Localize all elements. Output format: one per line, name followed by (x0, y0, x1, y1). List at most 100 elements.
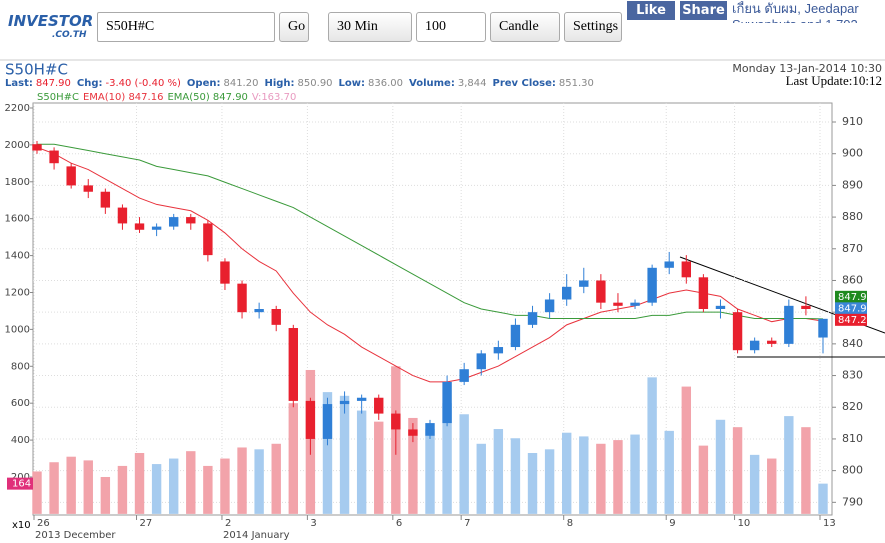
volume-bar (117, 465, 128, 514)
candle-body (561, 286, 572, 300)
candle-body (818, 318, 828, 338)
candle-body (117, 207, 128, 224)
volume-bar (186, 451, 196, 514)
go-button[interactable]: Go (279, 12, 309, 42)
volume-bar (801, 427, 811, 514)
share-button[interactable]: Share (680, 1, 727, 20)
x-tick-label: 8 (567, 518, 573, 529)
candle-body (510, 324, 521, 348)
volume-bar (749, 454, 760, 514)
x-tick-label: 3 (310, 518, 316, 529)
volume-bar (698, 445, 709, 514)
volume-bar (647, 377, 657, 514)
volume-bar (339, 395, 350, 514)
candle-body (784, 305, 794, 344)
candle-body (749, 340, 760, 351)
y-tick-label: 200 (11, 472, 30, 483)
like-button[interactable]: Like (627, 1, 675, 20)
volume-bar (459, 414, 469, 514)
field-label: Chg: (77, 78, 103, 89)
candle-body (356, 397, 367, 401)
candle-body (801, 305, 811, 309)
x-tick-label: 10 (738, 518, 751, 529)
volume-bar (681, 386, 692, 514)
candle-body (613, 302, 623, 306)
volume-bar (271, 443, 281, 514)
volume-bar (784, 416, 794, 514)
candle-body (374, 397, 384, 414)
candle-body (544, 299, 555, 313)
candle-body (630, 302, 640, 306)
x-tick-label: 9 (669, 518, 675, 529)
style-select[interactable]: Candle (490, 12, 560, 42)
candle-body (151, 226, 162, 230)
field-label: Last: (5, 78, 33, 89)
candle-body (66, 166, 76, 186)
volume-bar (613, 440, 623, 514)
field-value: 836.00 (368, 78, 403, 89)
candle-body (220, 261, 230, 284)
y-tick-label: 600 (11, 398, 30, 409)
y2-tick-label: 840 (842, 337, 863, 350)
candle-body (698, 277, 709, 309)
volume-bar (203, 465, 213, 514)
y2-tick-label: 790 (842, 495, 863, 508)
legend: S50H#C EMA(10) 847.16 EMA(50) 847.90 V:163.… (37, 92, 296, 103)
candle-body (288, 328, 299, 401)
volume-bar (493, 429, 504, 514)
volume-bar (288, 403, 299, 514)
count-input[interactable]: 100 (416, 12, 486, 42)
candle-body (322, 404, 333, 439)
field-label: Volume: (409, 78, 455, 89)
volume-bar (596, 443, 606, 514)
volume-bar (151, 464, 162, 514)
price-badge (835, 302, 867, 315)
volume-bar (374, 421, 384, 514)
candle-body (237, 283, 247, 313)
date: Monday 13-Jan-2014 10:30 (732, 62, 882, 75)
x-tick-label: 13 (823, 518, 836, 529)
y-tick-label: 800 (11, 361, 30, 372)
volume-badge-label: 164 (12, 479, 31, 490)
x-tick-label: 2 (225, 518, 231, 529)
multiplier: x10 (12, 520, 31, 531)
volume-bar (510, 438, 521, 514)
volume-bar (237, 447, 247, 514)
month-label: 2013 December (35, 530, 116, 541)
symbol-input[interactable]: S50H#C (97, 12, 275, 42)
volume-bar (254, 449, 264, 514)
field-label: High: (264, 78, 294, 89)
volume-bar (442, 403, 452, 514)
candle-body (527, 312, 538, 325)
legend-item: S50H#C (37, 92, 79, 103)
candle-body (391, 413, 401, 430)
x-tick-label: 6 (396, 518, 402, 529)
y2-tick-label: 870 (842, 242, 863, 255)
candle-body (271, 309, 281, 325)
volume-bar (767, 458, 777, 514)
y-tick-label: 1200 (5, 287, 30, 298)
y2-tick-label: 890 (842, 178, 863, 191)
candle-body (596, 280, 606, 303)
y2-tick-label: 860 (842, 273, 863, 286)
candle-body (681, 261, 692, 278)
settings-button[interactable]: Settings (564, 12, 622, 42)
volume-bar (322, 392, 333, 514)
symbol-title: S50H#C (5, 61, 68, 79)
volume-bar (134, 453, 145, 514)
y-tick-label: 2200 (5, 103, 30, 114)
candle-body (442, 381, 452, 424)
field-label: Open: (187, 78, 221, 89)
candle-body (476, 353, 486, 370)
candle-body (203, 223, 213, 256)
volume-badge (7, 477, 33, 490)
volume-bar (66, 456, 76, 514)
candle-body (339, 400, 350, 405)
y2-tick-label: 800 (842, 464, 863, 477)
logo: INVESTOR (8, 12, 94, 30)
volume-bar (818, 483, 828, 514)
volume-bar (83, 460, 93, 514)
field-value: 841.20 (223, 78, 258, 89)
interval-select[interactable]: 30 Min (328, 12, 412, 42)
